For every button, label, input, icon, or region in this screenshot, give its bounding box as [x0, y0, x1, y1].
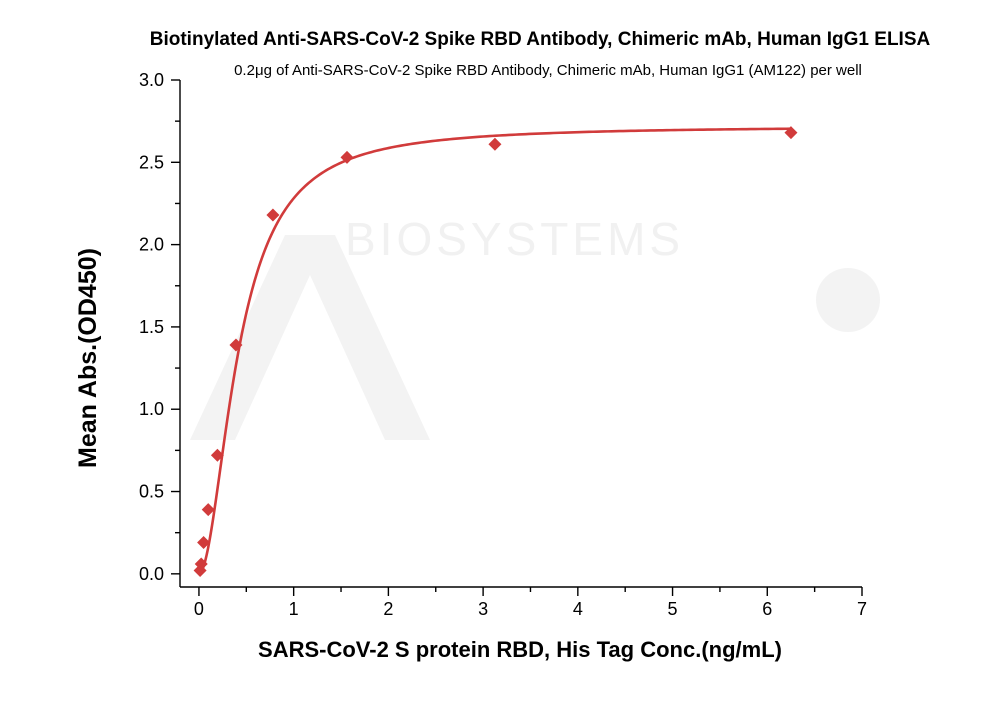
x-tick-label: 2 — [383, 599, 393, 619]
x-tick-label: 5 — [668, 599, 678, 619]
data-point — [201, 503, 215, 517]
x-tick-label: 0 — [194, 599, 204, 619]
data-point — [488, 137, 502, 151]
x-tick-label: 1 — [289, 599, 299, 619]
y-tick-label: 3.0 — [139, 70, 164, 90]
data-point — [194, 557, 208, 571]
watermark: BIOSYSTEMS — [190, 213, 880, 440]
watermark-text: BIOSYSTEMS — [345, 213, 684, 265]
x-tick-label: 6 — [762, 599, 772, 619]
x-axis-title: SARS-CoV-2 S protein RBD, His Tag Conc.(… — [258, 637, 782, 662]
data-point — [784, 126, 798, 140]
data-point — [210, 448, 224, 462]
watermark-dot — [816, 268, 880, 332]
watermark-logo — [190, 235, 430, 440]
x-tick-label: 4 — [573, 599, 583, 619]
fit-curve — [199, 127, 791, 575]
y-tick-label: 0.5 — [139, 482, 164, 502]
x-tick-label: 7 — [857, 599, 867, 619]
data-point — [229, 338, 243, 352]
data-point — [197, 536, 211, 550]
chart-subtitle: 0.2μg of Anti-SARS-CoV-2 Spike RBD Antib… — [234, 62, 862, 79]
chart-title: Biotinylated Anti-SARS-CoV-2 Spike RBD A… — [150, 29, 931, 50]
y-tick-label: 1.5 — [139, 317, 164, 337]
data-point — [340, 150, 354, 164]
y-tick-label: 1.0 — [139, 399, 164, 419]
tick-labels: 0 1 2 3 4 5 6 7 0.0 0.5 1.0 1.5 2.0 2.5 3.0 — [139, 70, 867, 619]
y-tick-label: 2.5 — [139, 152, 164, 172]
data-points — [193, 126, 798, 578]
y-tick-label: 2.0 — [139, 235, 164, 255]
y-axis-title: Mean Abs.(OD450) — [74, 248, 102, 468]
y-tick-label: 0.0 — [139, 564, 164, 584]
data-point — [266, 208, 280, 222]
ticks — [171, 79, 863, 596]
x-tick-label: 3 — [478, 599, 488, 619]
